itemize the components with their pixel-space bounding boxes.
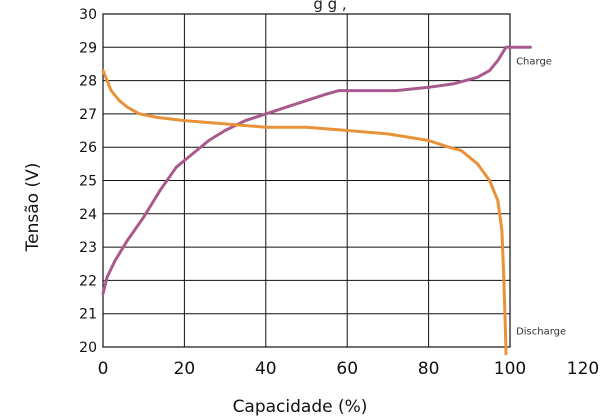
y-axis-label: Tensão (V) [23, 163, 43, 253]
plot-series [101, 45, 532, 356]
y-tick-label: 20 [79, 340, 97, 356]
y-axis-ticks: 20 21 22 23 24 25 26 27 28 29 30 [79, 7, 97, 356]
x-tick-label: 80 [418, 359, 440, 379]
y-tick-label: 21 [79, 307, 97, 323]
x-tick-label: 20 [174, 359, 196, 379]
y-tick-label: 24 [79, 207, 97, 223]
x-tick-label: 100 [494, 359, 526, 379]
y-tick-label: 28 [79, 74, 97, 90]
annotation-charge: Charge [516, 57, 552, 68]
series-charge-line [101, 45, 532, 296]
chart-title-partial: g g , [313, 0, 346, 13]
x-tick-label: 60 [336, 359, 358, 379]
x-axis-ticks: 0 20 40 60 80 100 120 [98, 359, 600, 379]
y-tick-label: 25 [79, 174, 97, 190]
y-tick-label: 29 [79, 40, 97, 56]
x-tick-label: 40 [255, 359, 277, 379]
y-tick-label: 26 [79, 140, 97, 156]
annotation-discharge: Discharge [516, 326, 566, 337]
x-tick-label: 120 [567, 359, 599, 379]
y-tick-label: 27 [79, 107, 97, 123]
series-discharge-line [101, 69, 508, 356]
y-tick-label: 22 [79, 273, 97, 289]
grid [102, 13, 511, 348]
y-tick-label: 23 [79, 240, 97, 256]
annotations: Charge Discharge [516, 57, 566, 338]
y-tick-label: 30 [79, 7, 97, 23]
x-axis-label: Capacidade (%) [233, 397, 368, 417]
x-tick-label: 0 [98, 359, 109, 379]
plot-frame [102, 13, 511, 348]
